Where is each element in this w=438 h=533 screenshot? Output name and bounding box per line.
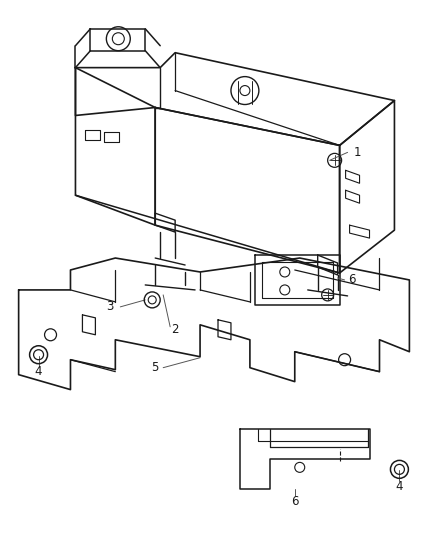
Text: 4: 4 [396, 480, 403, 493]
Text: 3: 3 [107, 301, 114, 313]
Text: 2: 2 [171, 324, 179, 336]
Text: 6: 6 [291, 495, 299, 508]
Text: 6: 6 [348, 273, 355, 286]
Text: 4: 4 [35, 365, 42, 378]
Text: 5: 5 [152, 361, 159, 374]
Text: 1: 1 [354, 146, 361, 159]
